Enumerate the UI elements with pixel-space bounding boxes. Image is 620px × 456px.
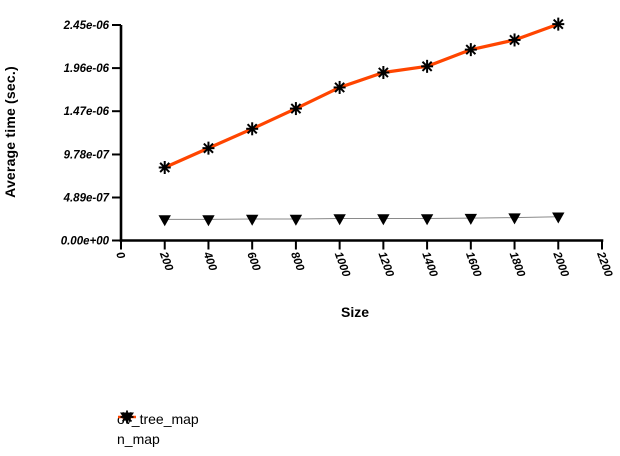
legend-label: n_map [117, 431, 160, 447]
x-tick-label: 1800 [507, 250, 527, 279]
asterisk-marker-icon [465, 44, 477, 55]
x-tick-label: 800 [288, 250, 306, 273]
y-tick-label: 1.96e-06 [64, 63, 110, 75]
y-tick-label: 4.89e-07 [63, 192, 110, 204]
data-point-ov_tree_map [202, 141, 215, 155]
asterisk-marker-icon [290, 103, 302, 114]
data-point-ov_tree_map [333, 80, 346, 94]
x-tick-label: 1200 [376, 250, 396, 279]
data-point-ov_tree_map [464, 43, 477, 57]
asterisk-marker-icon [552, 18, 564, 30]
data-point-n_map [464, 213, 478, 225]
data-point-ov_tree_map [508, 33, 521, 47]
asterisk-marker-icon [334, 82, 345, 93]
x-tick-label: 200 [157, 249, 175, 273]
series-line-ov_tree_map [164, 22, 559, 169]
asterisk-marker-icon [159, 162, 171, 173]
data-point-n_map [508, 213, 521, 225]
asterisk-marker-icon [203, 142, 214, 154]
y-tick-label: 1.47e-06 [64, 106, 110, 118]
y-tick-label: 9.78e-07 [64, 149, 110, 161]
legend-label: ov_tree_map [117, 411, 199, 427]
x-tick-label: 600 [244, 250, 262, 273]
x-tick-label: 400 [200, 249, 218, 273]
data-point-ov_tree_map [246, 122, 259, 136]
data-point-n_map [245, 214, 259, 226]
data-point-n_map [158, 215, 171, 227]
legend: ov_tree_map n_map [117, 409, 199, 449]
asterisk-marker-icon [509, 34, 520, 46]
x-axis-title: Size [340, 304, 369, 320]
asterisk-marker-icon [378, 67, 389, 78]
asterisk-marker-icon [246, 123, 258, 135]
data-point-n_map [202, 215, 215, 227]
asterisk-marker-icon [421, 61, 433, 72]
x-tick-label: 1000 [332, 250, 352, 279]
series-line-n_map [164, 216, 559, 220]
x-tick-label: 2200 [594, 249, 615, 279]
y-axis-title: Average time (sec.) [2, 66, 18, 198]
y-tick-label: 0.00e+00 [61, 236, 110, 248]
legend-item-n-map: n_map [117, 412, 199, 449]
data-point-ov_tree_map [158, 160, 171, 174]
x-tick-label: 1600 [463, 250, 483, 279]
x-tick-label: 1400 [419, 250, 439, 279]
data-point-n_map [333, 214, 346, 226]
triangle-down-marker-icon [120, 412, 134, 423]
data-point-ov_tree_map [552, 17, 565, 31]
data-point-n_map [420, 214, 434, 226]
data-point-n_map [552, 212, 565, 224]
x-tick-label: 2000 [550, 249, 571, 279]
data-point-n_map [289, 214, 303, 226]
data-point-ov_tree_map [289, 102, 302, 116]
data-point-n_map [377, 214, 390, 226]
y-tick-label: 2.45e-06 [63, 20, 110, 32]
data-point-ov_tree_map [421, 59, 434, 73]
x-tick-label: 0 [113, 250, 127, 261]
data-point-ov_tree_map [377, 65, 390, 79]
